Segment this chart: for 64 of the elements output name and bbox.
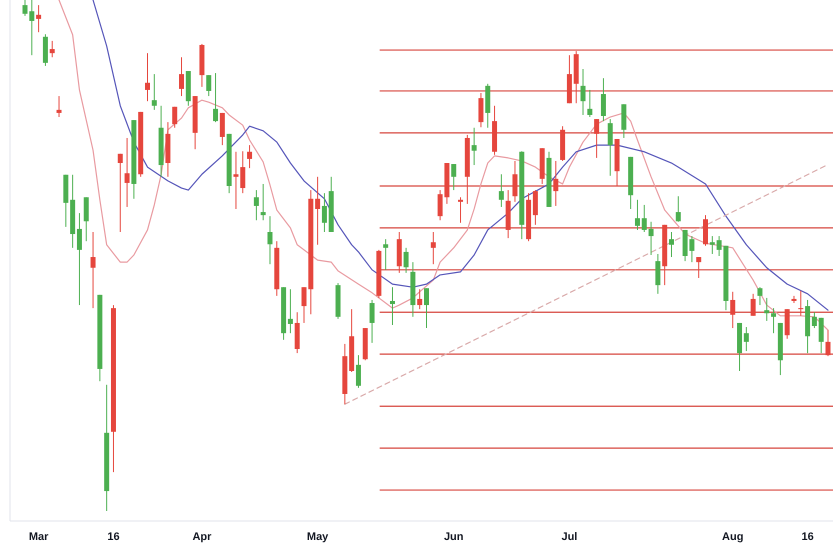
candlestick xyxy=(750,293,756,316)
candlestick xyxy=(472,127,477,166)
candlestick xyxy=(233,151,238,210)
candlestick xyxy=(553,160,558,206)
candlestick xyxy=(424,288,429,329)
candlestick xyxy=(744,326,749,352)
candlestick xyxy=(417,288,422,310)
x-tick-label: Mar xyxy=(28,531,50,543)
candlestick xyxy=(689,236,694,263)
x-tick-label: May xyxy=(306,531,330,543)
candlestick xyxy=(451,164,456,191)
candlestick xyxy=(288,288,293,334)
candlestick xyxy=(757,286,762,306)
candlestick xyxy=(56,96,62,118)
candlestick xyxy=(826,330,830,357)
x-tick-label: Apr xyxy=(192,531,212,543)
candlestick xyxy=(512,160,518,202)
candlestick xyxy=(29,0,34,56)
candlestick xyxy=(50,40,55,58)
candlestick xyxy=(608,118,613,176)
candlestick xyxy=(370,299,375,344)
candlestick xyxy=(771,308,776,334)
candlestick xyxy=(668,231,674,258)
candlestick xyxy=(356,354,361,388)
candlestick xyxy=(124,137,130,208)
candlestick xyxy=(383,238,388,270)
candlestick xyxy=(696,256,702,278)
x-tick-label: 16 xyxy=(107,531,120,543)
candlestick xyxy=(118,153,123,232)
candlestick xyxy=(144,52,150,102)
candlestick xyxy=(240,150,246,194)
x-tick-label: Aug xyxy=(722,531,744,543)
candlestick xyxy=(730,291,736,329)
candlestick xyxy=(260,183,266,221)
candlestick xyxy=(458,196,464,224)
candlestick xyxy=(247,144,252,169)
candlestick xyxy=(498,174,504,208)
candlestick xyxy=(798,290,804,316)
candlestick xyxy=(213,72,218,123)
x-tick-label: 16 xyxy=(801,531,814,543)
candlestick xyxy=(676,196,681,222)
x-tick-label: Jun xyxy=(444,531,464,543)
candlestick xyxy=(302,286,307,324)
candlestick xyxy=(600,78,606,122)
candlestick xyxy=(76,212,82,306)
candlestick xyxy=(254,190,259,221)
candlestick xyxy=(36,4,42,33)
candlestick xyxy=(438,190,443,221)
candlestick xyxy=(267,216,272,265)
candlestick xyxy=(90,231,96,309)
candlestick xyxy=(764,297,770,322)
candlestick xyxy=(580,68,586,116)
candlestick xyxy=(390,286,395,326)
x-tick-label: Jul xyxy=(561,531,578,543)
candlestick xyxy=(22,0,28,16)
candlestick xyxy=(430,231,436,265)
candlestick xyxy=(404,247,409,274)
candlestick xyxy=(179,56,184,97)
candlestick xyxy=(634,199,640,230)
candlestick xyxy=(152,74,157,110)
candlestick xyxy=(587,89,592,118)
candlestick xyxy=(206,74,212,97)
candlestick xyxy=(172,106,178,128)
candlestick xyxy=(594,118,600,158)
